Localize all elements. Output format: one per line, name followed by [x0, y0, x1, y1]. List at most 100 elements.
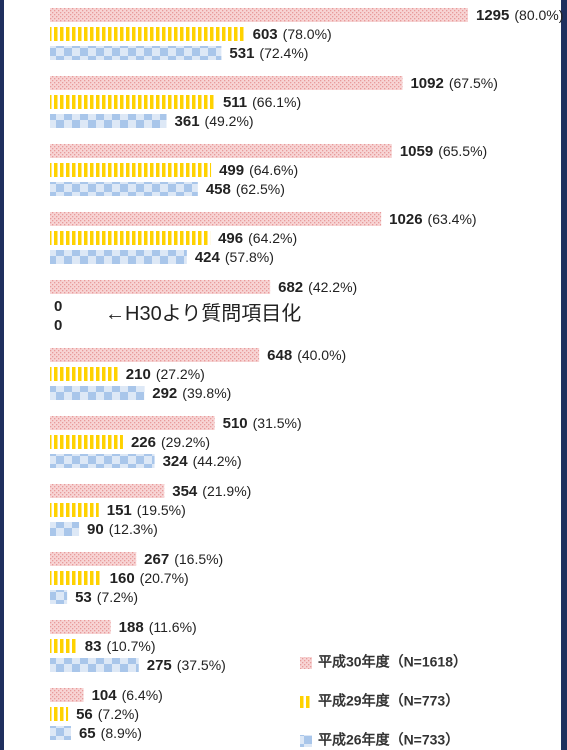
- data-label: 83 (10.7%): [85, 638, 156, 655]
- bar: [50, 163, 212, 177]
- data-label: 104 (6.4%): [92, 687, 163, 704]
- value-label: 648: [267, 347, 292, 364]
- data-label: 682 (42.2%): [278, 279, 357, 296]
- data-label: 210 (27.2%): [126, 366, 205, 383]
- share-label: (37.5%): [177, 657, 226, 673]
- share-label: (21.9%): [202, 483, 251, 499]
- value-label: 65: [79, 725, 96, 742]
- data-label: 90 (12.3%): [87, 521, 158, 538]
- share-label: (19.5%): [137, 502, 186, 518]
- bar: [50, 348, 260, 362]
- share-label: (31.5%): [253, 415, 302, 431]
- bar: [50, 639, 77, 653]
- data-label: 603 (78.0%): [253, 26, 332, 43]
- data-label: 499 (64.6%): [219, 162, 298, 179]
- bar: [50, 212, 382, 226]
- value-label: 104: [92, 687, 118, 704]
- data-label: 275 (37.5%): [147, 657, 226, 674]
- bar: [50, 707, 69, 721]
- share-label: (12.3%): [109, 521, 158, 537]
- share-label: (64.2%): [248, 230, 297, 246]
- data-label: 424 (57.8%): [195, 249, 274, 266]
- bar: [50, 231, 211, 245]
- value-label: 53: [75, 589, 92, 606]
- value-label: 292: [152, 385, 177, 402]
- bar: [50, 571, 102, 585]
- value-label: 424: [195, 249, 221, 266]
- value-label: 458: [206, 181, 231, 198]
- value-label: 682: [278, 279, 303, 296]
- value-label: 210: [126, 366, 151, 383]
- share-label: (8.9%): [101, 725, 142, 741]
- bar: [50, 280, 271, 294]
- share-label: (63.4%): [428, 211, 477, 227]
- bar: [50, 658, 139, 672]
- share-label: (62.5%): [236, 181, 285, 197]
- share-label: (80.0%): [514, 7, 563, 23]
- bar: [50, 416, 215, 430]
- data-label: 511 (66.1%): [223, 94, 301, 111]
- share-label: (27.2%): [156, 366, 205, 382]
- value-label: 510: [223, 415, 248, 432]
- bar: [50, 435, 123, 449]
- data-label: 0: [54, 298, 62, 315]
- value-label: 226: [131, 434, 156, 451]
- bar: [50, 144, 392, 158]
- share-label: (78.0%): [283, 26, 332, 42]
- share-label: (72.4%): [259, 45, 308, 61]
- bar: [50, 27, 245, 41]
- bar: [50, 76, 403, 90]
- value-label: 56: [76, 706, 93, 723]
- legend-label: 平成30年度（N=1618）: [318, 654, 467, 670]
- bar: [50, 552, 137, 566]
- value-label: 1059: [400, 143, 433, 160]
- bar: [50, 726, 71, 740]
- value-label: 324: [163, 453, 189, 470]
- value-label: 354: [172, 483, 198, 500]
- bar: [50, 8, 468, 22]
- value-label: 0: [54, 298, 62, 315]
- frame-left: [0, 0, 4, 750]
- value-label: 1295: [476, 7, 509, 24]
- legend-swatch: [300, 657, 312, 669]
- share-label: (57.8%): [225, 249, 274, 265]
- data-label: 267 (16.5%): [144, 551, 223, 568]
- value-label: 496: [218, 230, 243, 247]
- bar: [50, 620, 111, 634]
- data-label: 496 (64.2%): [218, 230, 297, 247]
- bar: [50, 46, 222, 60]
- share-label: (20.7%): [140, 570, 189, 586]
- legend-label: 平成29年度（N=773）: [318, 693, 459, 709]
- share-label: (67.5%): [449, 75, 498, 91]
- bar: [50, 114, 167, 128]
- value-label: 275: [147, 657, 172, 674]
- value-label: 603: [253, 26, 278, 43]
- value-label: 160: [110, 570, 135, 587]
- share-label: (10.7%): [106, 638, 155, 654]
- bar: [50, 250, 187, 264]
- data-label: 1295 (80.0%): [476, 7, 563, 24]
- data-label: 648 (40.0%): [267, 347, 346, 364]
- bar: [50, 688, 84, 702]
- data-label: 188 (11.6%): [119, 619, 197, 636]
- value-label: 499: [219, 162, 244, 179]
- bar: [50, 590, 68, 604]
- share-label: (6.4%): [122, 687, 163, 703]
- bar: [50, 386, 145, 400]
- data-label: 226 (29.2%): [131, 434, 210, 451]
- data-label: 458 (62.5%): [206, 181, 285, 198]
- data-label: 53 (7.2%): [75, 589, 138, 606]
- share-label: (44.2%): [193, 453, 242, 469]
- data-label: 1059 (65.5%): [400, 143, 487, 160]
- data-label: 1092 (67.5%): [410, 75, 497, 92]
- value-label: 511: [223, 94, 247, 111]
- data-label: 160 (20.7%): [110, 570, 189, 587]
- share-label: (66.1%): [252, 94, 301, 110]
- value-label: 361: [175, 113, 200, 130]
- share-label: (7.2%): [98, 706, 139, 722]
- data-label: 510 (31.5%): [223, 415, 302, 432]
- share-label: (11.6%): [149, 619, 197, 635]
- data-label: 324 (44.2%): [163, 453, 242, 470]
- share-label: (29.2%): [161, 434, 210, 450]
